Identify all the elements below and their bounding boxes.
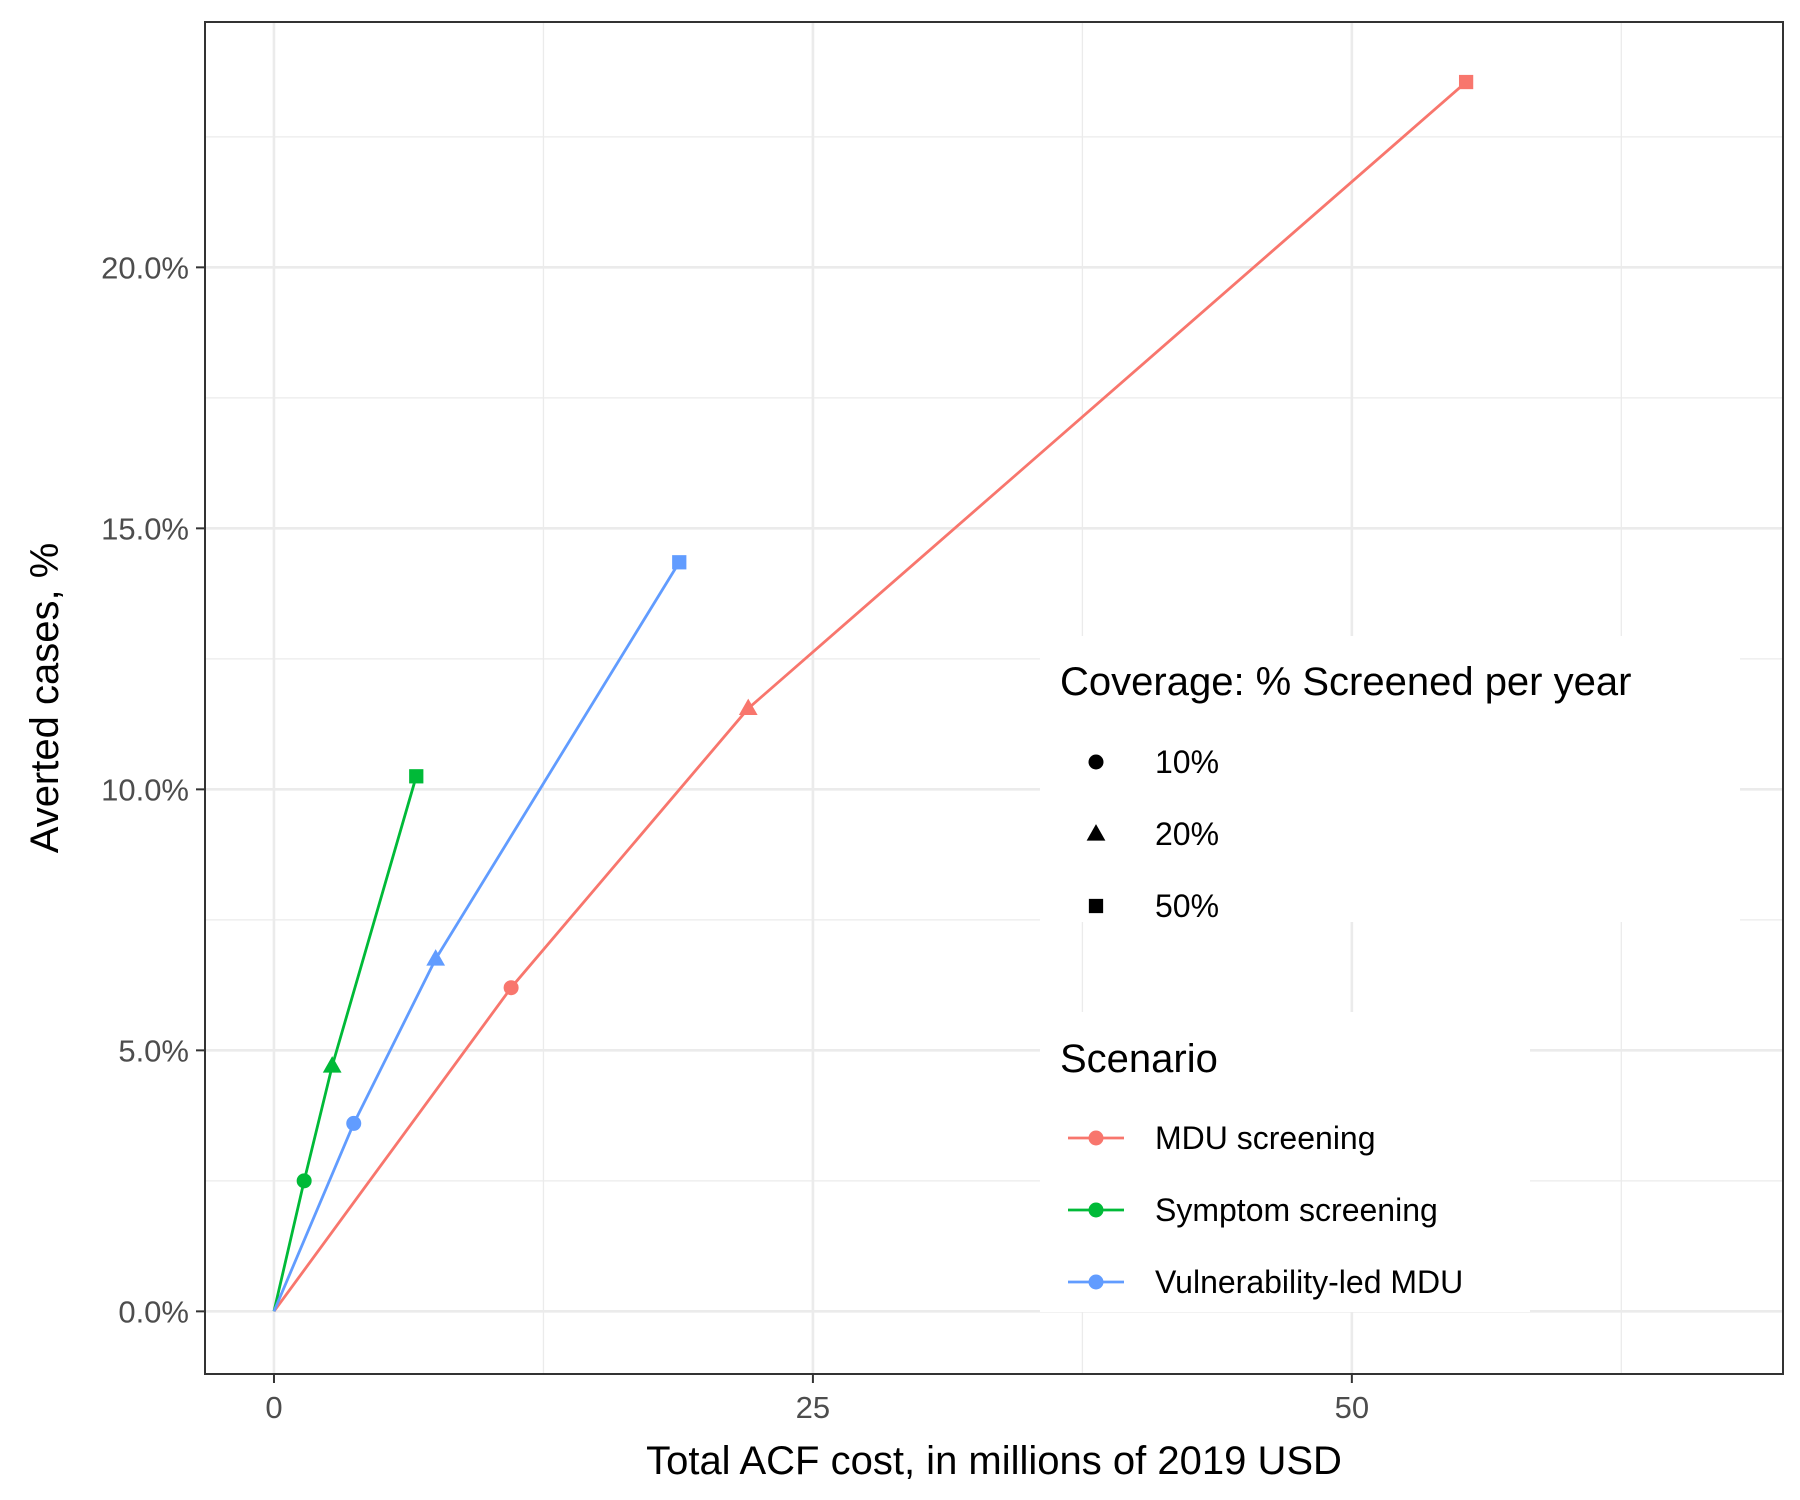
data-point-square xyxy=(1458,74,1474,90)
data-point-square xyxy=(409,769,424,784)
data-point-circle xyxy=(296,1173,312,1189)
legend-circle-icon xyxy=(1088,754,1104,770)
legend-coverage-label: 50% xyxy=(1155,888,1219,924)
legend-coverage-title: Coverage: % Screened per year xyxy=(1060,660,1631,704)
legend-scenario-title: Scenario xyxy=(1060,1037,1218,1081)
data-point-square xyxy=(672,555,687,570)
legend-square-icon xyxy=(1088,898,1104,914)
legend-scenario-label: Vulnerability-led MDU xyxy=(1155,1264,1463,1300)
legend-scenario-label: Symptom screening xyxy=(1155,1192,1438,1228)
legend: Coverage: % Screened per year 10% 20% 50% Sc… xyxy=(1040,636,1740,1312)
legend-scenario-dot-key xyxy=(1088,1274,1104,1290)
legend-coverage-background xyxy=(1040,636,1740,922)
y-tick-label: 0.0% xyxy=(118,1294,189,1329)
panel-border xyxy=(204,21,1784,1375)
data-point-circle xyxy=(503,980,519,996)
data-point-circle xyxy=(346,1115,362,1131)
legend-coverage: Coverage: % Screened per year 10% 20% 50% xyxy=(1040,636,1740,924)
x-tick-label: 50 xyxy=(1335,1390,1369,1425)
series-symptom-screening xyxy=(272,769,424,1312)
data-point-triangle xyxy=(426,949,446,966)
legend-coverage-label: 20% xyxy=(1155,816,1219,852)
legend-scenario-dot-key xyxy=(1088,1130,1104,1146)
series-line-symptom-screening xyxy=(272,775,418,1312)
series-layer xyxy=(272,74,1474,1313)
data-point-triangle xyxy=(738,698,758,716)
y-axis-title: Averted cases, % xyxy=(23,543,67,854)
series-line-mdu-screening xyxy=(272,80,1468,1313)
legend-scenario-dot-key xyxy=(1088,1202,1104,1218)
y-tick-label: 15.0% xyxy=(101,511,189,546)
x-tick-label: 25 xyxy=(796,1390,830,1425)
series-line-vulnerability-led-mdu xyxy=(272,561,681,1312)
x-tick-label: 0 xyxy=(265,1390,282,1425)
axis-ticks: 0 25 50 0.0% 5.0% 10.0% 15.0% 20.0% xyxy=(101,250,1369,1425)
y-tick-label: 20.0% xyxy=(101,250,189,285)
legend-coverage-label: 10% xyxy=(1155,744,1219,780)
x-axis-title: Total ACF cost, in millions of 2019 USD xyxy=(646,1439,1342,1483)
y-tick-label: 5.0% xyxy=(118,1033,189,1068)
data-point-triangle xyxy=(322,1056,342,1073)
legend-scenario-label: MDU screening xyxy=(1155,1120,1376,1156)
legend-scenario: Scenario MDU screening Symptom screening Vu… xyxy=(1040,1012,1530,1312)
series-vulnerability-led-mdu xyxy=(272,555,687,1312)
series-mdu-screening xyxy=(272,74,1474,1313)
legend-triangle-icon xyxy=(1086,824,1106,841)
legend-scenario-background xyxy=(1040,1012,1530,1312)
y-tick-label: 10.0% xyxy=(101,772,189,807)
